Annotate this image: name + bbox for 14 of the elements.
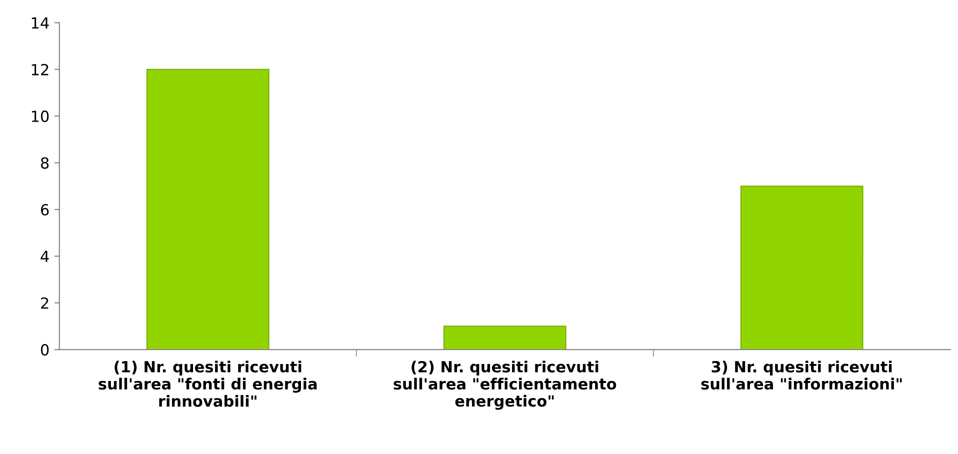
y-tick-label: 14 bbox=[32, 17, 49, 29]
y-tick-label: 10 bbox=[32, 110, 49, 122]
y-tick-label: 2 bbox=[41, 297, 48, 309]
y-tick-label: 12 bbox=[32, 64, 48, 76]
x-tick-label: (2) Nr. quesiti ricevuti sull'area "efficientamento energetico" bbox=[394, 360, 616, 410]
y-tick-label: 6 bbox=[41, 204, 49, 216]
bar bbox=[146, 68, 270, 350]
bar bbox=[740, 186, 864, 350]
x-tick-label: (1) Nr. quesiti ricevuti sull'area "fonti di energia rinnovabili" bbox=[98, 360, 317, 407]
y-tick-label: 8 bbox=[40, 157, 49, 169]
y-tick-label: 0 bbox=[40, 344, 49, 356]
x-tick-label: 3) Nr. quesiti ricevuti sull'area "informazioni" bbox=[701, 360, 902, 390]
y-tick-label: 4 bbox=[40, 250, 49, 262]
bar bbox=[443, 326, 566, 350]
